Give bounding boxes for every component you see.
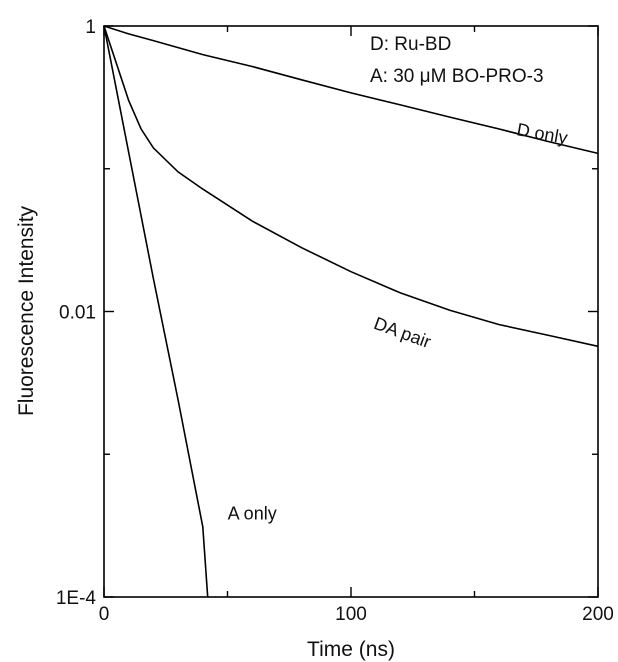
- curve-label-d-only: D only: [515, 119, 569, 148]
- tick-labels: 0 100 200 1 0.01 1E-4: [56, 17, 614, 625]
- legend: D: Ru-BD A: 30 μM BO-PRO-3: [370, 34, 544, 87]
- legend-line-1: D: Ru-BD: [370, 34, 451, 55]
- y-tick-label: 1E-4: [56, 588, 97, 609]
- y-tick-label: 0.01: [59, 303, 96, 324]
- x-tick-label: 100: [335, 604, 367, 625]
- legend-line-2: A: 30 μM BO-PRO-3: [370, 66, 544, 87]
- curves: [103, 25, 599, 598]
- curve-labels: D only DA pair A only: [228, 119, 569, 523]
- curve-label-da-pair: DA pair: [371, 313, 433, 352]
- series-d-only: [103, 25, 599, 155]
- x-axis-title: Time (ns): [307, 638, 395, 661]
- x-tick-label: 200: [582, 604, 614, 625]
- series-a-only: [103, 25, 209, 598]
- x-tick-label: 0: [99, 604, 110, 625]
- y-tick-label: 1: [85, 17, 96, 38]
- y-axis-title: Fluorescence Intensity: [15, 205, 38, 416]
- curve-label-a-only: A only: [228, 503, 277, 523]
- series-da-pair: [103, 25, 599, 348]
- axis-ticks: [103, 25, 599, 598]
- plot-frame: [103, 25, 599, 598]
